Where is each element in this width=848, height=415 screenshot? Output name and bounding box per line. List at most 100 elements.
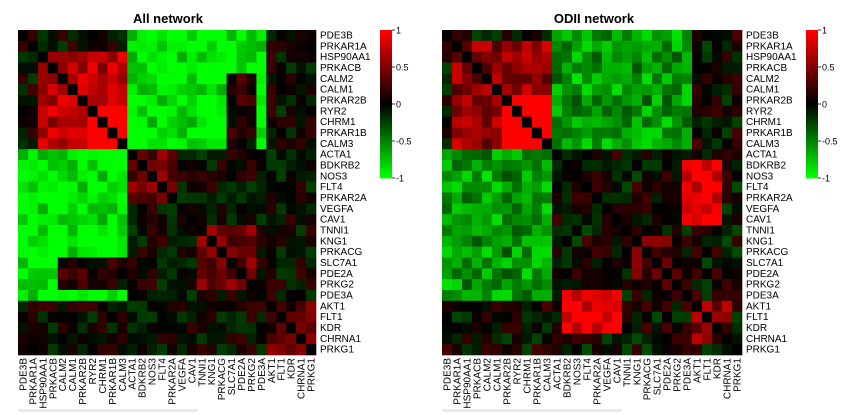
row-label: CHRNA1 [320,334,362,345]
heatmap-cell [722,246,733,258]
heatmap-cell [176,225,188,237]
heatmap-cell [167,51,178,63]
heatmap-cell [622,246,633,258]
heatmap-cell [67,279,78,291]
heatmap-cell [296,30,307,42]
heatmap-cell [296,84,307,96]
heatmap-cell [592,160,603,172]
heatmap-cell [712,40,723,52]
heatmap-cell [236,268,247,280]
heatmap-cell [157,322,168,334]
heatmap-cell [147,344,158,356]
heatmap-cell [522,235,533,247]
heatmap-cell [306,225,317,237]
legend-swatch [380,32,392,36]
heatmap-cell [632,279,643,291]
heatmap-cell [107,246,118,258]
heatmap-cell [18,235,29,247]
heatmap-cell [206,62,217,74]
legend-swatch [380,76,392,80]
heatmap-cell [176,170,188,182]
heatmap-cell [532,214,543,226]
heatmap-cell [206,279,217,291]
heatmap-cell [87,127,98,139]
heatmap-cell [226,214,237,226]
heatmap-cell [176,290,188,302]
heatmap-cell [206,170,217,182]
heatmap-cell [482,84,493,96]
column-label: PDE3B [443,358,454,391]
heatmap-cell [632,322,643,334]
legend-tick-label: 0.5 [396,63,409,73]
heatmap-cell [662,105,673,117]
heatmap-cell [127,105,138,117]
heatmap-cell [226,170,237,182]
heatmap-cell [662,116,673,128]
heatmap-cell [442,116,453,128]
legend-swatch [806,62,818,65]
heatmap-cell [722,95,733,107]
heatmap-cell [722,138,733,150]
legend-swatch [380,131,392,134]
heatmap-cell [672,344,683,356]
heatmap-cell [592,170,603,182]
heatmap-cell [127,290,138,302]
heatmap-cell [157,344,168,356]
row-label: RYR2 [320,106,347,117]
heatmap-cell [602,149,613,161]
heatmap-cell [632,30,643,42]
heatmap-cell [266,257,277,269]
heatmap-cell [127,279,138,291]
scrollbar-left[interactable] [18,409,198,412]
legend-swatch [806,47,818,51]
heatmap-cell [37,149,49,161]
heatmap-cell [117,105,128,117]
heatmap-cell [502,62,513,74]
heatmap-cell [492,300,503,312]
heatmap-cell [562,311,573,323]
heatmap-cell [167,344,178,356]
heatmap-cell [216,268,227,280]
heatmap-cell [692,160,703,172]
heatmap-cell [117,311,128,323]
heatmap-cell [442,40,453,52]
heatmap-cell [712,192,723,204]
heatmap-cell [176,344,188,356]
column-label: BDKRB2 [563,358,574,398]
heatmap-cell [77,149,88,161]
heatmap-cell [147,246,158,258]
heatmap-cell [582,149,593,161]
legend-swatch [380,94,392,97]
heatmap-cell [702,127,713,139]
heatmap-cell [722,214,733,226]
heatmap-cell [452,51,463,63]
scrollbar-right[interactable] [442,409,622,412]
heatmap-cell [512,344,523,356]
heatmap-cell [622,290,633,302]
heatmap-cell [107,105,118,117]
heatmap-cell [87,192,98,204]
heatmap-cell [87,311,98,323]
heatmap-cell [652,290,663,302]
heatmap-panel-odii: ODII networkPDE3BPRKAR1AHSP90AA1PRKACBCA… [442,11,838,409]
heatmap-cell [147,30,158,42]
heatmap-cell [117,149,128,161]
heatmap-cell [552,138,563,150]
heatmap-cell [256,84,267,96]
heatmap-cell [276,322,287,334]
heatmap-cell [582,268,593,280]
heatmap-cell [306,257,317,269]
heatmap-cell [622,311,633,323]
heatmap-cell [692,40,703,52]
row-label: NOS3 [320,171,348,182]
legend-tick-label: -1 [822,174,830,184]
heatmap-cell [632,116,643,128]
heatmap-cell [672,73,683,85]
heatmap-cell [582,116,593,128]
heatmap-cell [662,149,673,161]
heatmap-cell [492,30,503,42]
heatmap-cell [286,62,297,74]
heatmap-cell [226,235,237,247]
heatmap-cell [216,51,227,63]
heatmap-cell [107,257,118,269]
